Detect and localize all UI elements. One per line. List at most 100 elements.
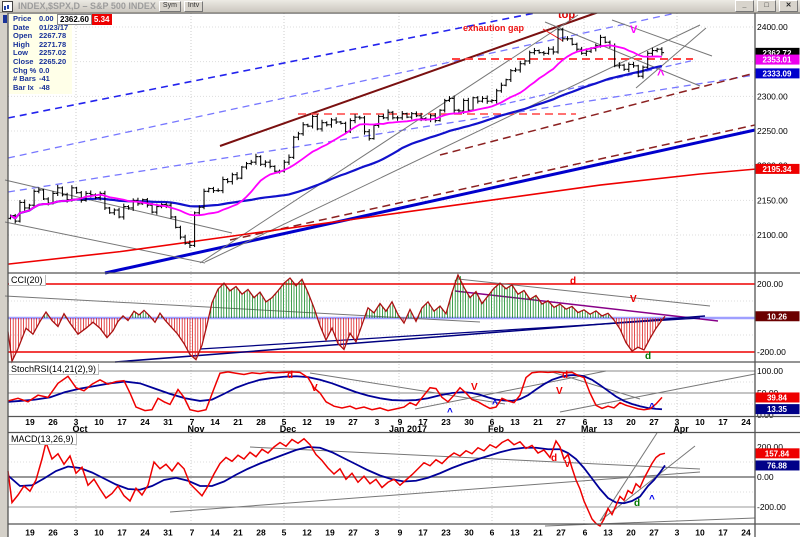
cci-axis-label: 200.00 (757, 279, 783, 289)
data-panel-row: # Bars -41 (13, 74, 50, 84)
xaxis-week-tick-bottom: 24 (140, 528, 150, 537)
stochrsi-panel (7, 370, 756, 413)
last-price-box: 2362.60 (57, 14, 92, 25)
data-panel-row: Close 2265.20 (13, 56, 67, 66)
annotation-d: d (570, 276, 576, 287)
stoch_fast-line (7, 371, 663, 413)
xaxis-week-tick: 17 (117, 417, 127, 427)
xaxis-week-tick: 27 (556, 417, 566, 427)
xaxis-week-tick: 23 (441, 417, 451, 427)
xaxis-week-tick-bottom: 17 (418, 528, 428, 537)
data-panel-row: Low 2257.02 (13, 48, 67, 58)
xaxis-week-tick-bottom: 13 (510, 528, 520, 537)
price-value-box (755, 54, 800, 65)
xaxis-month-label: Jan 2017 (389, 424, 427, 434)
xaxis-week-tick: 27 (649, 417, 659, 427)
xaxis-week-tick-bottom: 27 (348, 528, 358, 537)
macd-value-box (755, 460, 800, 471)
ma200-line (7, 168, 756, 265)
xaxis-week-tick: 10 (695, 417, 705, 427)
data-panel-row: Chg % 0.0 (13, 65, 50, 75)
price-value-box-text: 2333.09 (763, 69, 792, 78)
data-panel-row: Price 0.00 (13, 14, 54, 23)
cci-panel-label: CCI(20) (9, 275, 46, 286)
maximize-icon[interactable]: □ (757, 0, 776, 12)
xaxis-month-label: Apr (673, 424, 689, 434)
window-title: INDEX,$SPX,D – S&P 500 INDEX (18, 1, 156, 11)
xaxis-week-tick-bottom: 12 (302, 528, 312, 537)
slow-ma-line (9, 64, 663, 220)
annotation-d: d (645, 351, 651, 362)
xaxis-week-tick-bottom: 19 (325, 528, 335, 537)
interval-button[interactable]: Intv (183, 0, 204, 12)
xaxis-week-tick: 3 (375, 417, 380, 427)
xaxis-week-tick: 7 (190, 417, 195, 427)
symbol-button[interactable]: Sym (158, 0, 181, 12)
xaxis-week-tick-bottom: 10 (695, 528, 705, 537)
xaxis-week-tick-bottom: 24 (741, 528, 751, 537)
xaxis-week-tick: 26 (48, 417, 58, 427)
annotation-^: ^ (649, 402, 655, 413)
price-axis-label: 2250.00 (757, 126, 788, 136)
macd_line-line (7, 437, 666, 528)
xaxis-week-tick-bottom: 3 (375, 528, 380, 537)
xaxis-week-tick-bottom: 28 (256, 528, 266, 537)
xaxis-week-tick-bottom: 27 (649, 528, 659, 537)
xaxis-week-tick-bottom: 21 (233, 528, 243, 537)
xaxis-week-tick-bottom: 19 (25, 528, 35, 537)
stochrsi-value-box (755, 392, 800, 403)
annotation-V: V (311, 383, 318, 394)
annotation-exhaution gap: exhaution gap (463, 23, 525, 33)
xaxis-week-tick-bottom: 30 (464, 528, 474, 537)
annotation-d: d (551, 453, 557, 464)
xaxis-week-tick: 3 (74, 417, 79, 427)
xaxis-week-tick-bottom: 21 (533, 528, 543, 537)
stoch_signal-line (7, 374, 663, 411)
xaxis-week-tick: 9 (398, 417, 403, 427)
macd-value-box-text: 157.84 (765, 449, 790, 458)
xaxis-week-tick: 30 (464, 417, 474, 427)
price-row-marker (3, 15, 7, 23)
annotation-V: V (630, 294, 637, 305)
xaxis-week-tick-bottom: 13 (603, 528, 613, 537)
xaxis-week-tick: 10 (94, 417, 104, 427)
fast-ma-line (10, 44, 662, 220)
macd-axis-label: 0.00 (757, 472, 774, 482)
xaxis-week-tick: 6 (490, 417, 495, 427)
macd-panel-label: MACD(13,26,9) (9, 434, 77, 445)
price-value-box-text: 2362.72 (763, 49, 792, 58)
stochrsi-value-box-text: 13.35 (767, 405, 788, 414)
title-bar[interactable]: INDEX,$SPX,D – S&P 500 INDEX Sym Intv _ … (0, 0, 800, 13)
price-value-box (755, 68, 800, 79)
macd-value-box-text: 76.88 (767, 461, 788, 470)
cci-axis-label: -200.00 (757, 347, 786, 357)
xaxis-month-label: Oct (72, 424, 87, 434)
price-value-box-text: 2353.01 (763, 56, 792, 65)
minimize-icon[interactable]: _ (735, 0, 754, 12)
cci-value-box (755, 311, 800, 322)
xaxis-week-tick-bottom: 17 (117, 528, 127, 537)
xaxis-week-tick-bottom: 17 (718, 528, 728, 537)
xaxis-week-tick: 31 (163, 417, 173, 427)
xaxis-week-tick: 5 (282, 417, 287, 427)
annotation-V: V (564, 459, 571, 470)
xaxis-week-tick-bottom: 6 (583, 528, 588, 537)
xaxis-week-tick: 20 (626, 417, 636, 427)
macd-panel (7, 432, 756, 528)
xaxis-week-tick: 28 (256, 417, 266, 427)
annotation-V: V (556, 386, 563, 397)
price-axis-label: 2300.00 (757, 91, 788, 101)
xaxis-week-tick: 19 (325, 417, 335, 427)
stochrsi-axis-label: 0.00 (757, 410, 774, 420)
xaxis-week-tick: 6 (583, 417, 588, 427)
chart-background (8, 13, 800, 537)
xaxis-week-tick: 12 (302, 417, 312, 427)
xaxis-week-tick: 17 (718, 417, 728, 427)
xaxis-week-tick: 14 (210, 417, 220, 427)
annotation-V: V (630, 24, 638, 36)
xaxis-week-tick-bottom: 7 (190, 528, 195, 537)
close-icon[interactable]: ✕ (779, 0, 798, 12)
xaxis-week-tick-bottom: 10 (94, 528, 104, 537)
